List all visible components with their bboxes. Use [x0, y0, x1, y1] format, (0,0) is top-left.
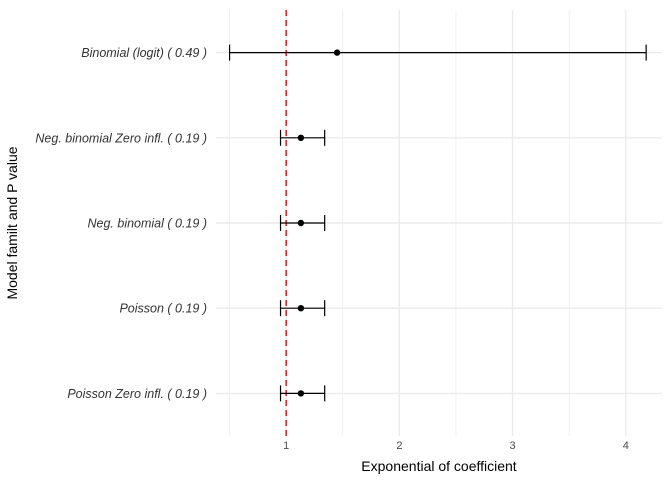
x-tick-labels: 1 2 3 4 — [283, 440, 629, 452]
point-layer — [297, 49, 341, 397]
y-tick-label: Binomial (logit) ( 0.49 ) — [81, 46, 207, 60]
x-tick-label: 3 — [510, 440, 516, 452]
y-tick-label: Neg. binomial Zero infl. ( 0.19 ) — [35, 131, 207, 145]
y-tick-labels: Binomial (logit) ( 0.49 ) Neg. binomial Z… — [35, 46, 207, 401]
estimate-point — [297, 134, 305, 141]
y-tick-label: Poisson Zero infl. ( 0.19 ) — [67, 387, 207, 401]
y-axis-title: Model familt and P value — [4, 146, 20, 299]
estimate-point — [297, 390, 305, 397]
x-tick-label: 1 — [283, 440, 289, 452]
estimate-point — [333, 49, 341, 56]
x-tick-label: 2 — [396, 440, 402, 452]
x-axis-title: Exponential of coefficient — [361, 458, 517, 474]
errorbar — [228, 44, 647, 61]
estimate-point — [297, 219, 305, 227]
y-tick-label: Neg. binomial ( 0.19 ) — [87, 217, 207, 231]
y-tick-label: Poisson ( 0.19 ) — [119, 302, 207, 316]
x-tick-label: 4 — [623, 440, 629, 452]
estimate-point — [297, 305, 305, 312]
